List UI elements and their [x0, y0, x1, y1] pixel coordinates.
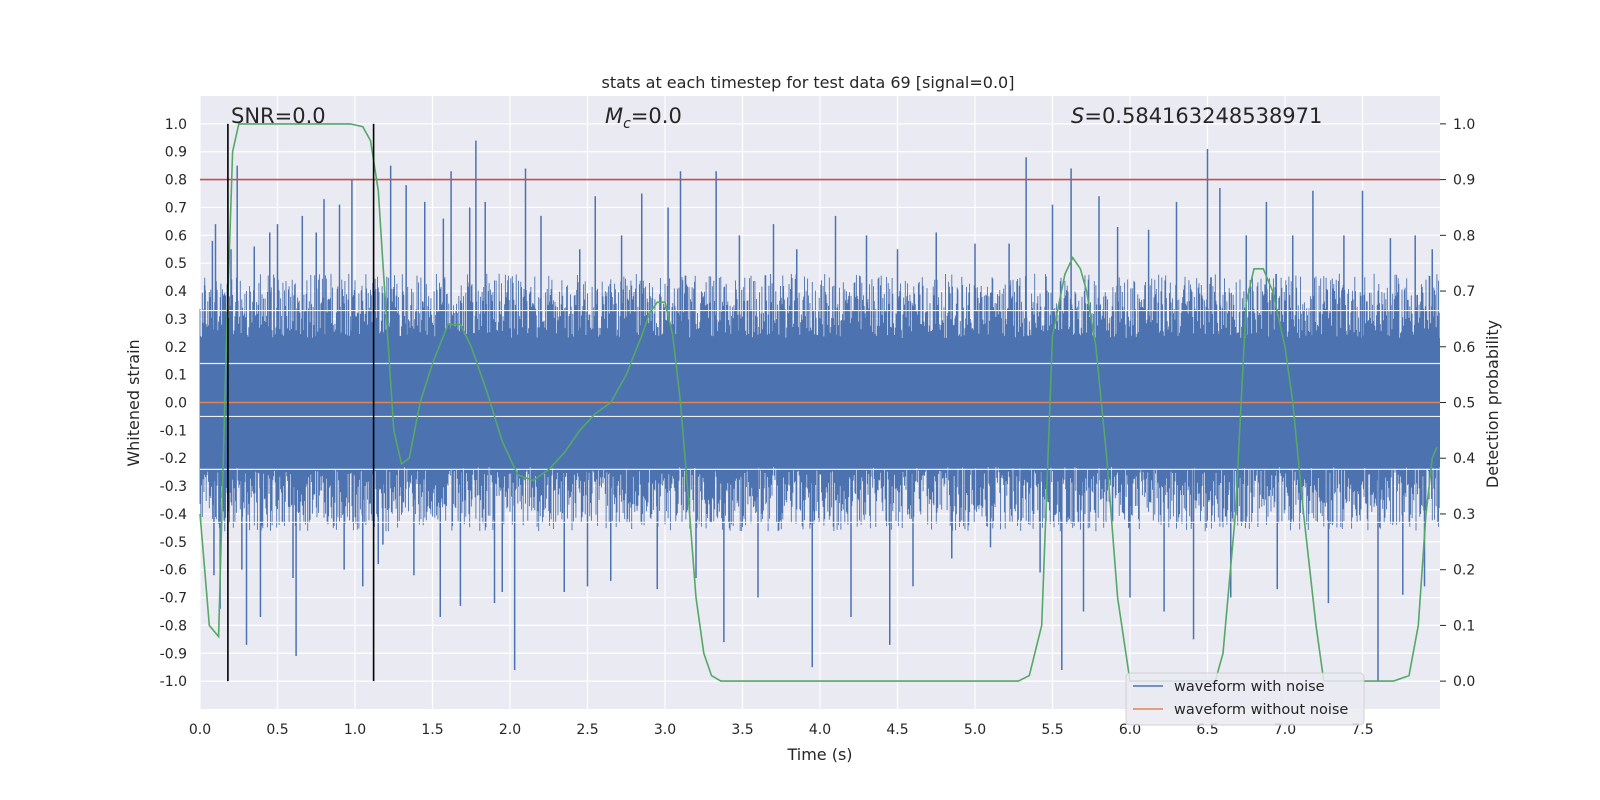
- x-tick-label: 7.5: [1351, 722, 1373, 738]
- score-symbol: S: [1071, 104, 1084, 128]
- waveform-with-noise-series: [199, 140, 1440, 682]
- y-tick-label: 0.9: [165, 145, 187, 161]
- y2-tick-labels: 1.0 0.9 0.8 0.7 0.6 0.5 0.4 0.3 0.2 0.1 0.0: [1440, 117, 1475, 690]
- y-tick-label: 0.2: [165, 340, 187, 356]
- chart-title: stats at each timestep for test data 69 …: [602, 73, 1015, 92]
- x-tick-label: 1.0: [344, 722, 366, 738]
- legend-clean-label: waveform without noise: [1174, 702, 1348, 718]
- x-tick-label: 6.0: [1119, 722, 1141, 738]
- score-value: =0.584163248538971: [1084, 104, 1322, 128]
- y-tick-label: -0.4: [160, 507, 187, 523]
- legend-noise-label: waveform with noise: [1174, 679, 1325, 695]
- y-tick-label: 0.4: [165, 284, 187, 300]
- chirp-mass-value: =0.0: [631, 104, 682, 128]
- y2-tick-label: 0.9: [1453, 173, 1475, 189]
- y-tick-label: -1.0: [160, 674, 187, 690]
- y-tick-label: -0.6: [160, 563, 187, 579]
- score-annotation: S=0.584163248538971: [1071, 104, 1322, 128]
- x-tick-labels: 0.0 0.5 1.0 1.5 2.0 2.5 3.0 3.5 4.0 4.5 5.0 5.5 6.0 6…: [189, 722, 1374, 738]
- y-tick-label: 0.5: [165, 256, 187, 272]
- x-tick-label: 5.5: [1041, 722, 1063, 738]
- y2-tick-label: 0.3: [1453, 507, 1475, 523]
- y-tick-label: 0.8: [165, 173, 187, 189]
- legend: waveform with noise waveform without noi…: [1125, 672, 1365, 726]
- y-tick-label: -0.7: [160, 591, 187, 607]
- y2-tick-label: 0.6: [1453, 340, 1475, 356]
- y2-tick-label: 0.2: [1453, 563, 1475, 579]
- y-tick-label: -0.1: [160, 423, 187, 439]
- x-tick-label: 0.0: [189, 722, 211, 738]
- y2-tick-label: 0.7: [1453, 284, 1475, 300]
- x-tick-label: 3.5: [731, 722, 753, 738]
- x-tick-label: 2.5: [576, 722, 598, 738]
- x-tick-label: 1.5: [421, 722, 443, 738]
- y-tick-label: -0.8: [160, 618, 187, 634]
- event-markers: [227, 123, 375, 682]
- x-tick-label: 7.0: [1274, 722, 1296, 738]
- chirp-mass-symbol: M: [605, 104, 623, 128]
- x-axis-label: Time (s): [786, 745, 852, 764]
- y2-tick-label: 0.8: [1453, 228, 1475, 244]
- legend-box: [1125, 672, 1365, 726]
- x-tick-label: 4.0: [809, 722, 831, 738]
- x-tick-label: 4.5: [886, 722, 908, 738]
- y-tick-label: 0.7: [165, 200, 187, 216]
- x-tick-label: 2.0: [499, 722, 521, 738]
- y2-tick-label: 0.4: [1453, 451, 1475, 467]
- y2-tick-label: 0.1: [1453, 618, 1475, 634]
- y-tick-label: 0.0: [165, 396, 187, 412]
- y2-axis-label: Detection probability: [1483, 320, 1502, 488]
- y2-tick-label: 0.5: [1453, 396, 1475, 412]
- x-tick-label: 0.5: [266, 722, 288, 738]
- y-tick-label: 0.3: [165, 312, 187, 328]
- y-tick-label: 0.1: [165, 368, 187, 384]
- y2-tick-label: 0.0: [1453, 674, 1475, 690]
- y-tick-label: 0.6: [165, 228, 187, 244]
- y-tick-label: -0.5: [160, 535, 187, 551]
- y-axis-label: Whitened strain: [124, 339, 143, 466]
- chirp-mass-annotation: Mc=0.0: [605, 104, 682, 132]
- detection-probability-line: [199, 123, 1438, 682]
- x-tick-label: 3.0: [654, 722, 676, 738]
- y-tick-labels: 1.0 0.9 0.8 0.7 0.6 0.5 0.4 0.3 0.2 0.1 0.0 -0.1 -0.…: [160, 117, 187, 690]
- x-tick-label: 6.5: [1196, 722, 1218, 738]
- chirp-mass-subscript: c: [623, 116, 631, 132]
- snr-annotation: SNR=0.0: [231, 104, 326, 128]
- y2-tick-label: 1.0: [1453, 117, 1475, 133]
- y-tick-label: -0.9: [160, 646, 187, 662]
- y-tick-label: -0.3: [160, 479, 187, 495]
- x-tick-label: 5.0: [964, 722, 986, 738]
- y-tick-label: -0.2: [160, 451, 187, 467]
- y-tick-label: 1.0: [165, 117, 187, 133]
